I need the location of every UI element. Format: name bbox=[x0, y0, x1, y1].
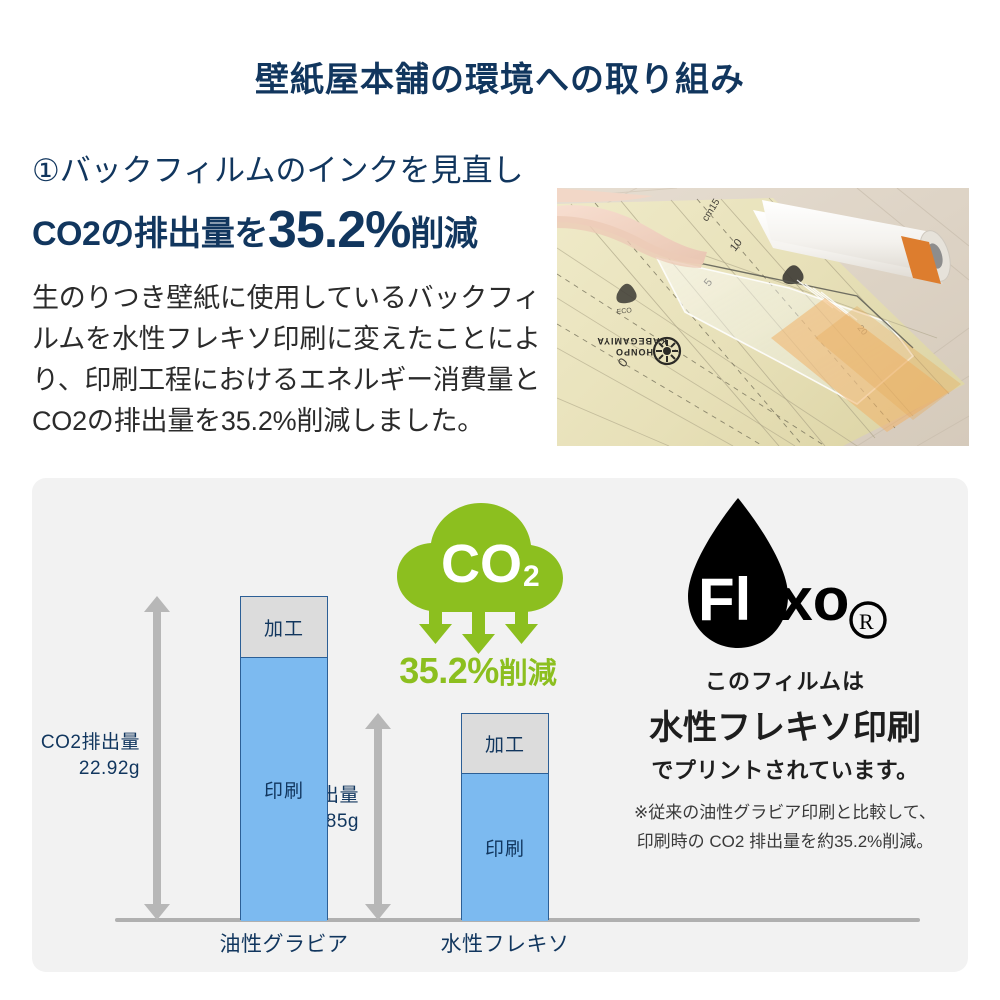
gravure-value-title: CO2排出量 bbox=[40, 732, 140, 753]
arrow-shaft bbox=[374, 725, 382, 908]
intro-heading-2-suffix: 削減 bbox=[410, 214, 478, 253]
flexo-logo-exo: exo bbox=[746, 566, 849, 633]
intro-heading-1: ①バックフィルムのインクを見直し bbox=[32, 153, 524, 188]
intro-heading-2-value: 35.2% bbox=[267, 200, 411, 259]
flexo-total-arrow bbox=[365, 713, 391, 920]
svg-text:R: R bbox=[859, 609, 874, 634]
bar-segment-processing: 加工 bbox=[462, 714, 548, 774]
flexo-caption-line-1: このフィルムは bbox=[704, 669, 866, 694]
co2-cloud-icon: CO 2 bbox=[397, 503, 563, 654]
flexo-caption-line-3: でプリントされています。 bbox=[651, 758, 919, 783]
co2-cloud-label: CO bbox=[441, 534, 522, 594]
flexo-brand-block: Fl exo R このフィルムは 水性フレキソ印刷 でプリントされています。 ※… bbox=[602, 492, 968, 857]
intro-body-text: 生のりつき壁紙に使用しているバックフィルムを水性フレキソ印刷に変えたことにより、… bbox=[32, 283, 541, 437]
bar-oil-gravure: 加工 印刷 bbox=[240, 596, 328, 921]
co2-reduction-badge: CO 2 35.2%削減 bbox=[368, 494, 588, 692]
svg-text:10: 10 bbox=[728, 237, 745, 254]
arrow-head-up-icon bbox=[144, 596, 170, 612]
co2-cloud-subscript: 2 bbox=[523, 560, 540, 593]
flexo-footnote: ※従来の油性グラビア印刷と比較して、 印刷時の CO2 排出量を約35.2%削減… bbox=[602, 799, 968, 857]
gravure-value-number: 22.92g bbox=[78, 757, 140, 779]
co2-bar-chart: CO2排出量 22.92g CO2排出量 14.85g 加工 印刷 加工 印刷 … bbox=[32, 478, 920, 972]
co2-reduction-value: 35.2% bbox=[399, 650, 499, 691]
water-droplet-icon bbox=[688, 498, 788, 648]
bar-segment-processing: 加工 bbox=[241, 597, 327, 658]
registered-trademark-icon: R bbox=[849, 601, 887, 639]
intro-heading-2-prefix: CO2の排出量を bbox=[32, 214, 268, 253]
flexo-caption-line-2: 水性フレキソ印刷 bbox=[649, 709, 921, 747]
svg-text:ECO: ECO bbox=[616, 307, 632, 316]
co2-reduction-suffix: 削減 bbox=[498, 658, 557, 690]
arrow-head-down-icon bbox=[365, 904, 391, 920]
flexo-droplet-logo: Fl exo R bbox=[688, 498, 887, 648]
flexo-logo-fl: Fl bbox=[698, 566, 751, 633]
gravure-total-arrow bbox=[144, 596, 170, 920]
flexo-footnote-line-2: 印刷時の CO2 排出量を約35.2%削減。 bbox=[636, 831, 934, 851]
bar-water-flexo: 加工 印刷 bbox=[461, 713, 549, 921]
arrow-shaft bbox=[153, 608, 161, 908]
category-label-water-flexo: 水性フレキソ bbox=[440, 933, 570, 956]
page-title: 壁紙屋本舗の環境への取り組み bbox=[255, 61, 745, 99]
intro-heading-2: CO2の排出量を35.2%削減 bbox=[32, 197, 542, 265]
wallpaper-photo: ECO KABEGAMIYA HONPO bbox=[557, 188, 969, 446]
bar-segment-printing: 印刷 bbox=[462, 774, 548, 921]
arrow-head-down-icon bbox=[144, 904, 170, 920]
gravure-value-label: CO2排出量 22.92g bbox=[22, 730, 140, 781]
wallpaper-photo-illustration: ECO KABEGAMIYA HONPO bbox=[557, 188, 969, 446]
arrow-head-up-icon bbox=[365, 713, 391, 729]
svg-text:HONPO: HONPO bbox=[615, 347, 653, 357]
co2-reduction-text: 35.2%削減 bbox=[368, 650, 588, 692]
intro-column: ①バックフィルムのインクを見直し CO2の排出量を35.2%削減 生のりつき壁紙… bbox=[32, 152, 542, 442]
svg-text:KABEGAMIYA: KABEGAMIYA bbox=[596, 336, 667, 346]
category-label-oil-gravure: 油性グラビア bbox=[219, 933, 349, 956]
flexo-footnote-line-1: ※従来の油性グラビア印刷と比較して、 bbox=[634, 803, 936, 822]
eco-summary-panel: CO2排出量 22.92g CO2排出量 14.85g 加工 印刷 加工 印刷 … bbox=[32, 478, 968, 972]
bar-segment-printing: 印刷 bbox=[241, 658, 327, 921]
